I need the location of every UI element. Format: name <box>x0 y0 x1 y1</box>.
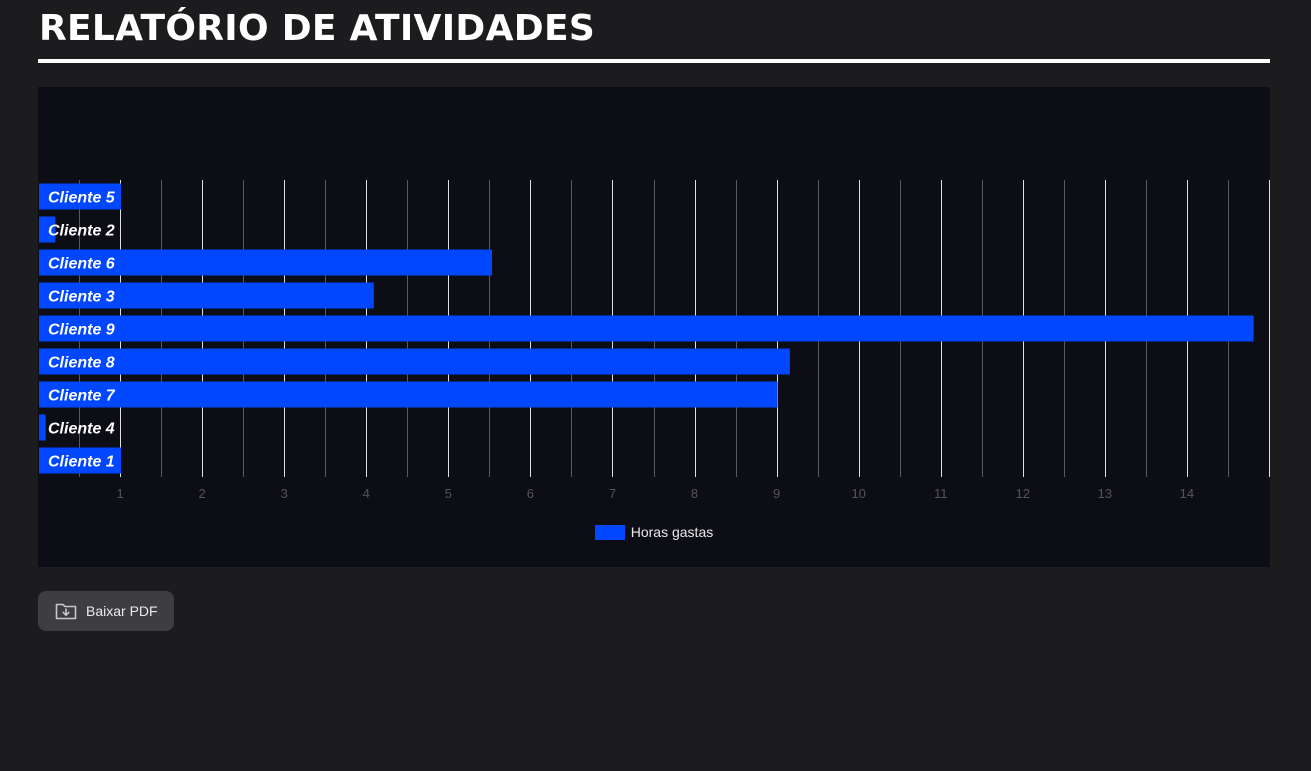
download-pdf-label: Baixar PDF <box>86 603 158 619</box>
category-label: Cliente 9 <box>48 322 115 339</box>
bar <box>39 282 374 309</box>
x-tick-label: 9 <box>773 486 780 501</box>
bar <box>39 315 1254 342</box>
category-label: Cliente 8 <box>48 355 115 372</box>
category-label: Cliente 4 <box>48 421 115 438</box>
chart-legend: Horas gastas <box>38 524 1270 540</box>
bar <box>39 414 46 441</box>
legend-swatch <box>594 524 625 540</box>
bar <box>39 183 122 210</box>
category-label: Cliente 1 <box>48 454 115 471</box>
category-label: Cliente 6 <box>48 256 115 273</box>
bar-chart: Cliente 5 Cliente 2 Cliente 6 Cliente 3 Clie… <box>39 180 1270 501</box>
chart-panel: Cliente 5 Cliente 2 Cliente 6 Cliente 3 Clie… <box>38 87 1270 567</box>
title-divider <box>38 59 1270 63</box>
download-pdf-button[interactable]: Baixar PDF <box>38 591 174 631</box>
x-tick-label: 3 <box>281 486 288 501</box>
x-tick-label: 1 <box>116 486 123 501</box>
x-tick-label: 13 <box>1098 486 1112 501</box>
category-label: Cliente 5 <box>48 190 116 207</box>
x-tick-label: 4 <box>363 486 370 501</box>
x-tick-label: 8 <box>691 486 698 501</box>
category-label: Cliente 3 <box>48 289 115 306</box>
x-tick-label: 10 <box>851 486 865 501</box>
category-label: Cliente 2 <box>48 223 115 240</box>
x-tick-label: 5 <box>445 486 452 501</box>
x-tick-label: 14 <box>1180 486 1194 501</box>
legend-label: Horas gastas <box>630 524 714 540</box>
page-title: RELATÓRIO DE ATIVIDADES <box>39 8 596 49</box>
folder-download-icon <box>54 599 78 623</box>
bar <box>39 381 778 408</box>
x-tick-label: 12 <box>1016 486 1030 501</box>
x-tick-label: 2 <box>198 486 205 501</box>
bar <box>39 447 122 474</box>
x-tick-label: 6 <box>527 486 534 501</box>
bar <box>39 249 492 276</box>
x-tick-label: 7 <box>609 486 616 501</box>
bar <box>39 348 790 375</box>
category-label: Cliente 7 <box>48 388 116 405</box>
bar <box>39 216 56 243</box>
x-tick-label: 11 <box>934 486 948 501</box>
